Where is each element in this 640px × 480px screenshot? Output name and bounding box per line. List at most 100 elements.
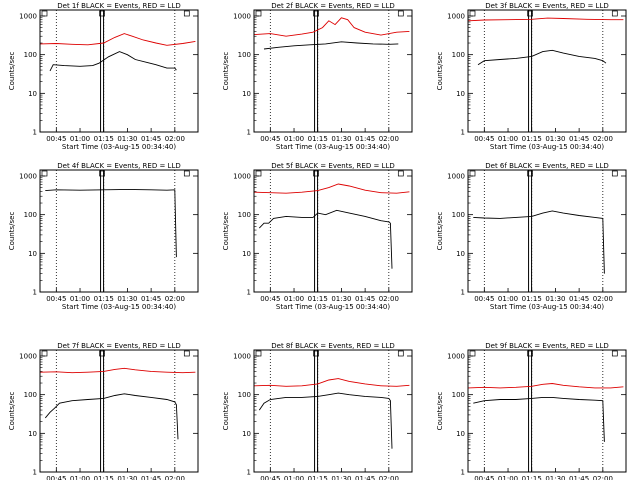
series-line-events [45,188,177,258]
x-tick-label: 01:45 [569,475,589,480]
detector-panel-7: Det 7f BLACK = Events, RED = LLD 1 10 100 10… [8,342,199,480]
y-tick-label: 1 [247,129,251,137]
panel-title: Det 4f BLACK = Events, RED = LLD [57,162,180,170]
y-tick-label: 100 [24,51,37,59]
range-flag [313,350,319,357]
range-flag [527,10,533,17]
y-tick-label: 1000 [19,173,37,181]
panel-title: Det 9f BLACK = Events, RED = LLD [485,342,608,350]
series-line-lld [40,367,196,374]
detector-panel-1: Det 1f BLACK = Events, RED = LLD 1 10 100 10… [8,2,199,151]
range-flag [41,10,48,17]
detector-panel-6: Det 6f BLACK = Events, RED = LLD 1 10 100 10… [436,162,627,311]
x-tick-label: 02:00 [593,135,613,143]
x-tick-label: 01:30 [331,475,351,480]
range-flag [255,350,262,357]
x-tick-label: 00:45 [260,135,280,143]
y-axis-label: Counts/sec [8,212,16,251]
y-axis-label: Counts/sec [222,392,230,431]
y-axis-label: Counts/sec [436,52,444,91]
panel-title: Det 3f BLACK = Events, RED = LLD [485,2,608,10]
series-line-lld [254,183,410,194]
range-flag [469,170,476,177]
x-tick-label: 01:00 [284,295,304,303]
range-flag [611,170,618,177]
x-tick-label: 02:00 [165,475,185,480]
series-line-lld [40,33,196,46]
range-flag [99,170,105,177]
plot-frame [39,349,199,473]
y-tick-label: 10 [28,90,37,98]
y-tick-label: 10 [28,430,37,438]
y-axis-label: Counts/sec [222,212,230,251]
range-flag [99,350,105,357]
y-tick-label: 1000 [233,173,251,181]
y-tick-label: 10 [456,430,465,438]
x-tick-label: 00:45 [474,295,494,303]
panel-title: Det 8f BLACK = Events, RED = LLD [271,342,394,350]
range-flag [611,10,618,17]
range-flag [397,10,404,17]
x-tick-label: 02:00 [593,295,613,303]
x-tick-label: 01:30 [545,135,565,143]
panel-title: Det 6f BLACK = Events, RED = LLD [485,162,608,170]
x-axis-label: Start Time (03-Aug-15 00:34:40) [276,303,390,311]
y-tick-label: 10 [456,250,465,258]
detector-panel-8: Det 8f BLACK = Events, RED = LLD 1 10 100 10… [222,342,413,480]
range-flag [469,10,476,17]
y-tick-label: 1 [247,289,251,297]
range-flag [255,10,262,17]
x-tick-label: 01:45 [355,135,375,143]
y-tick-label: 1 [461,289,465,297]
x-tick-label: 01:15 [522,295,542,303]
range-flag [255,170,262,177]
x-tick-label: 01:45 [141,135,161,143]
detector-panel-5: Det 5f BLACK = Events, RED = LLD 1 10 100 10… [222,162,413,311]
x-tick-label: 01:00 [498,135,518,143]
y-tick-label: 100 [238,211,251,219]
plot-frame [39,169,199,293]
x-tick-label: 01:45 [355,475,375,480]
x-tick-label: 01:00 [498,295,518,303]
x-tick-label: 00:45 [46,475,66,480]
x-axis-label: Start Time (03-Aug-15 00:34:40) [62,143,176,151]
x-tick-label: 01:15 [94,135,114,143]
x-tick-label: 01:00 [498,475,518,480]
y-tick-label: 1 [33,289,37,297]
x-tick-label: 01:00 [70,295,90,303]
y-tick-label: 100 [452,391,465,399]
x-tick-label: 00:45 [260,475,280,480]
x-axis-label: Start Time (03-Aug-15 00:34:40) [62,303,176,311]
x-tick-label: 01:45 [569,295,589,303]
x-tick-label: 00:45 [260,295,280,303]
x-tick-label: 01:30 [117,135,137,143]
range-flag [183,170,190,177]
x-tick-label: 01:00 [284,135,304,143]
x-tick-label: 01:15 [308,295,328,303]
y-axis-label: Counts/sec [8,392,16,431]
x-tick-label: 02:00 [165,135,185,143]
y-tick-label: 1 [33,129,37,137]
plot-frame [467,349,627,473]
x-tick-label: 01:45 [141,475,161,480]
series-line-events [473,210,605,274]
x-tick-label: 01:45 [355,295,375,303]
detector-panel-3: Det 3f BLACK = Events, RED = LLD 1 10 100 10… [436,2,627,151]
plot-frame [467,169,627,293]
series-line-events [44,393,179,440]
y-tick-label: 1000 [19,353,37,361]
x-tick-label: 02:00 [379,475,399,480]
series-line-lld [468,17,624,22]
y-tick-label: 1 [461,469,465,477]
range-flag [611,350,618,357]
x-tick-label: 01:15 [522,475,542,480]
y-tick-label: 1000 [447,173,465,181]
x-tick-label: 02:00 [379,135,399,143]
range-flag [527,350,533,357]
y-tick-label: 1 [33,469,37,477]
x-tick-label: 00:45 [474,475,494,480]
plot-frame [253,349,413,473]
x-tick-label: 01:15 [94,295,114,303]
x-tick-label: 01:00 [70,475,90,480]
y-axis-label: Counts/sec [436,392,444,431]
